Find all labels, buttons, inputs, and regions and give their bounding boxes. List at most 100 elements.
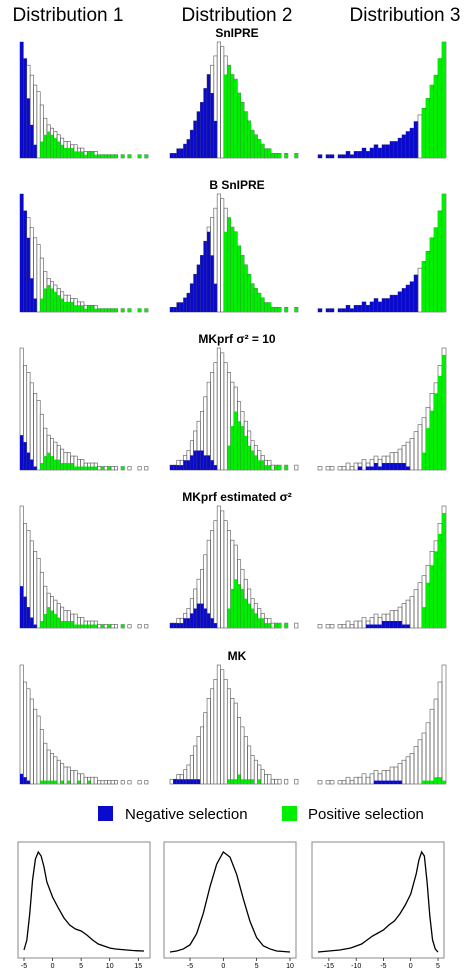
negative-selection-bar xyxy=(406,466,410,470)
negative-selection-bar xyxy=(207,74,211,158)
negative-selection-bar xyxy=(180,465,184,470)
histogram-bin-outline xyxy=(325,780,331,785)
positive-selection-bar xyxy=(43,134,47,158)
histogram-bin-outline xyxy=(401,759,407,785)
x-tick-label: -5 xyxy=(380,963,386,970)
negative-selection-bar xyxy=(200,102,204,158)
negative-selection-bar xyxy=(358,305,362,312)
histogram-panel-r1-c1 xyxy=(19,41,149,159)
positive-selection-bar xyxy=(274,307,278,312)
negative-selection-bar xyxy=(200,450,204,470)
histogram-bin-outline xyxy=(114,624,118,629)
histogram-bin-outline xyxy=(409,596,415,629)
negative-selection-bar xyxy=(26,98,31,158)
positive-selection-bar xyxy=(250,608,255,628)
positive-selection-bar xyxy=(100,466,105,470)
x-tick-label: 10 xyxy=(106,963,114,970)
negative-selection-bar xyxy=(176,148,181,158)
negative-selection-bar xyxy=(406,624,410,628)
histogram-bin-outline xyxy=(405,756,411,785)
histogram-bin-outline xyxy=(240,726,245,785)
histogram-bin-outline xyxy=(50,753,54,785)
negative-selection-bar xyxy=(213,465,218,470)
positive-selection-bar xyxy=(430,85,434,158)
histogram-bin-outline xyxy=(421,732,427,785)
positive-selection-bar xyxy=(63,148,68,158)
negative-selection-bar xyxy=(210,93,214,158)
negative-selection-bar xyxy=(20,42,24,158)
histogram-bin-outline xyxy=(413,431,419,471)
positive-selection-bar xyxy=(438,210,442,312)
positive-selection-bar xyxy=(121,624,125,628)
negative-selection-bar xyxy=(398,138,402,158)
histogram-bin-outline xyxy=(243,736,248,785)
negative-selection-bar xyxy=(213,623,218,628)
negative-selection-bar xyxy=(386,621,390,628)
histogram-bin-outline xyxy=(294,622,299,629)
histogram-bin-outline xyxy=(196,736,201,785)
negative-selection-bar xyxy=(374,144,378,158)
histogram-bin-outline xyxy=(220,198,225,313)
positive-selection-bar xyxy=(104,308,108,312)
positive-selection-bar xyxy=(274,623,278,628)
positive-selection-bar xyxy=(57,141,61,158)
positive-selection-bar xyxy=(67,301,71,312)
positive-selection-bar xyxy=(63,463,68,470)
histogram-bin-outline xyxy=(110,466,115,471)
negative-selection-bar xyxy=(203,608,208,628)
histogram-bin-outline xyxy=(223,678,228,785)
positive-selection-bar xyxy=(438,375,442,470)
positive-selection-bar xyxy=(107,308,111,312)
positive-selection-bar xyxy=(73,624,78,628)
positive-selection-bar xyxy=(43,456,47,470)
positive-selection-bar xyxy=(84,624,88,628)
positive-selection-bar xyxy=(80,305,84,312)
histogram-bin-outline xyxy=(103,466,108,471)
negative-selection-bar xyxy=(196,779,201,784)
row-title-5: MK xyxy=(228,649,247,663)
positive-selection-bar xyxy=(53,780,58,784)
histogram-bin-outline xyxy=(29,540,34,629)
negative-selection-bar xyxy=(382,780,386,784)
positive-selection-bar xyxy=(127,154,132,158)
positive-selection-bar xyxy=(237,421,241,470)
negative-selection-bar xyxy=(402,463,406,470)
negative-selection-bar xyxy=(382,298,386,312)
histogram-bin-outline xyxy=(260,769,265,785)
positive-selection-bar xyxy=(90,466,95,470)
negative-selection-bar xyxy=(338,308,342,312)
histogram-bin-outline xyxy=(216,347,221,471)
negative-selection-bar xyxy=(190,283,194,312)
histogram-bin-outline xyxy=(294,464,299,471)
histogram-bin-outline xyxy=(36,399,41,471)
positive-selection-bar xyxy=(46,780,51,784)
density-frame xyxy=(17,841,151,959)
histogram-bin-outline xyxy=(409,438,415,471)
positive-selection-bar xyxy=(40,621,44,628)
histogram-panels xyxy=(19,41,447,785)
positive-selection-bar xyxy=(271,307,275,312)
positive-selection-bar xyxy=(94,624,98,628)
positive-selection-bar xyxy=(40,780,44,784)
positive-selection-bar xyxy=(234,231,238,312)
negative-selection-bar xyxy=(23,210,27,312)
histogram-bin-outline xyxy=(329,466,335,471)
histogram-bin-outline xyxy=(226,688,231,785)
histogram-bin-outline xyxy=(33,551,38,629)
negative-selection-bar xyxy=(210,460,214,470)
histogram-panel-r1-c2 xyxy=(169,41,299,159)
histogram-bin-outline xyxy=(43,742,48,785)
negative-selection-bar xyxy=(378,624,382,628)
negative-selection-bar xyxy=(193,779,197,784)
positive-selection-bar xyxy=(53,291,58,312)
positive-selection-bar xyxy=(442,354,446,470)
histogram-panel-r4-c3 xyxy=(317,505,447,629)
histogram-bin-outline xyxy=(345,620,351,629)
positive-selection-bar xyxy=(223,231,228,312)
positive-selection-bar xyxy=(254,134,258,158)
negative-selection-bar xyxy=(374,298,378,312)
positive-selection-bar xyxy=(257,460,261,470)
negative-selection-bar xyxy=(193,274,197,312)
positive-selection-bar xyxy=(240,102,245,158)
negative-selection-bar xyxy=(33,144,37,158)
